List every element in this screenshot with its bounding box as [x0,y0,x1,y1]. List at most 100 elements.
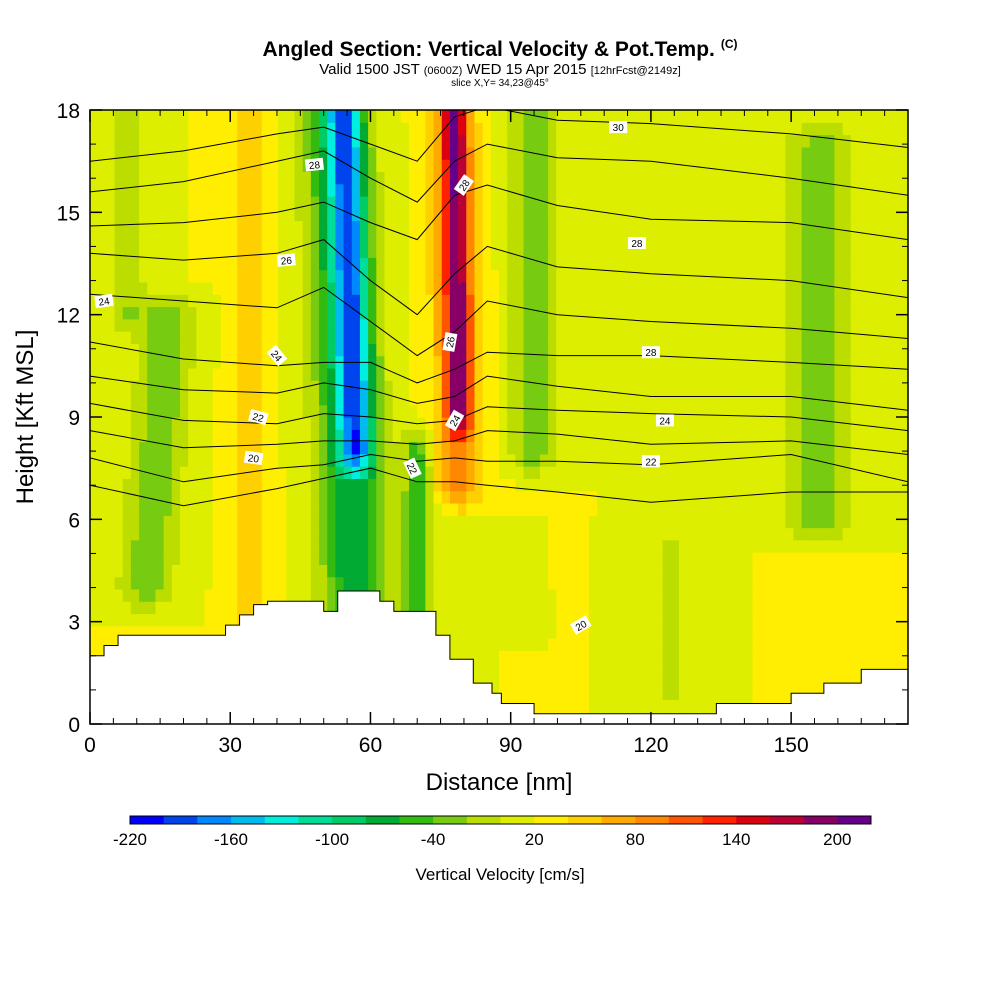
velocity-cell [106,146,116,160]
velocity-cell [703,343,713,357]
velocity-cell [834,257,844,271]
velocity-cell [572,502,582,516]
velocity-cell [572,515,582,529]
velocity-cell [883,404,893,418]
velocity-cell [425,417,435,430]
velocity-cell [229,146,238,160]
velocity-cell [728,195,737,209]
velocity-cell [678,355,688,369]
velocity-cell [433,146,443,160]
velocity-cell [286,318,296,332]
velocity-cell [90,588,99,602]
velocity-cell [801,502,811,516]
velocity-cell [703,331,713,344]
velocity-cell [605,478,615,492]
velocity-cell [343,527,353,541]
velocity-cell [662,539,672,553]
velocity-cell [188,318,197,332]
velocity-cell [278,441,287,455]
velocity-cell [728,453,737,467]
velocity-cell [269,429,279,443]
velocity-cell [409,564,418,578]
velocity-cell [597,502,606,516]
velocity-cell [466,294,476,308]
velocity-cell [687,110,696,111]
velocity-cell [343,257,353,271]
velocity-cell [638,490,647,504]
velocity-cell [834,110,844,123]
velocity-cell [466,650,476,664]
velocity-cell [122,380,132,394]
velocity-cell [834,110,844,111]
velocity-cell [466,601,476,615]
velocity-cell [507,208,516,222]
velocity-cell [515,110,525,123]
velocity-cell [711,478,721,492]
velocity-cell [703,146,713,160]
velocity-cell [629,650,639,664]
velocity-cell [179,367,189,381]
velocity-cell [842,515,852,529]
velocity-cell [564,539,574,553]
velocity-cell [302,502,312,516]
velocity-cell [867,281,876,295]
velocity-cell [171,552,181,565]
velocity-cell [629,146,639,160]
velocity-cell [703,662,713,676]
velocity-cell [695,429,705,443]
velocity-cell [580,601,590,615]
velocity-cell [368,527,377,541]
velocity-cell [204,625,214,639]
velocity-cell [793,441,803,455]
velocity-cell [449,367,459,381]
velocity-cell [376,466,386,479]
velocity-cell [335,159,345,172]
velocity-cell [130,466,140,479]
velocity-cell [335,220,345,234]
velocity-cell [409,502,418,516]
velocity-cell [670,245,680,258]
velocity-cell [319,417,328,430]
velocity-cell [605,638,615,651]
velocity-cell [531,318,541,332]
velocity-cell [90,367,99,381]
velocity-cell [736,183,745,197]
velocity-cell [515,674,525,688]
velocity-cell [539,441,549,455]
velocity-cell [695,294,705,308]
velocity-cell [809,171,819,185]
velocity-cell [629,195,639,209]
velocity-cell [458,650,467,664]
velocity-cell [556,159,566,172]
velocity-cell [237,367,247,381]
velocity-cell [785,404,795,418]
velocity-cell [171,392,181,406]
velocity-cell [368,294,377,308]
velocity-cell [188,527,197,541]
velocity-cell [441,527,451,541]
velocity-cell [245,515,255,529]
velocity-cell [744,613,754,627]
velocity-cell [114,257,124,271]
velocity-cell [433,429,443,443]
velocity-cell [719,502,729,516]
velocity-cell [556,306,566,320]
velocity-cell [474,208,484,222]
velocity-cell [711,539,721,553]
velocity-cell [204,110,214,111]
velocity-cell [531,601,541,615]
velocity-cell [490,183,500,197]
velocity-cell [588,220,598,234]
velocity-cell [842,306,852,320]
velocity-cell [302,257,312,271]
velocity-cell [597,453,606,467]
velocity-cell [188,134,197,148]
velocity-cell [531,171,541,185]
velocity-cell [400,257,410,271]
velocity-cell [785,380,795,394]
velocity-cell [629,171,639,185]
velocity-cell [605,564,615,578]
velocity-cell [678,687,688,701]
velocity-cell [777,367,786,381]
velocity-cell [384,380,394,394]
